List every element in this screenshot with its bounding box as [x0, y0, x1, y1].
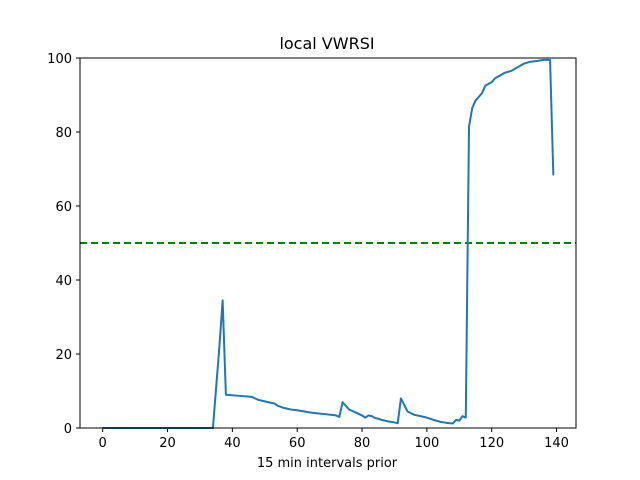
axis-ticks: 0 20 40 60 80 100 120 140 0 20 40 60 80 100: [47, 52, 569, 451]
y-tick-label: 20: [55, 348, 72, 363]
y-tick-label: 0: [64, 422, 72, 437]
x-tick-label: 60: [289, 436, 306, 451]
series-line: [101, 58, 555, 429]
x-tick-label: 120: [479, 436, 504, 451]
chart-title: local VWRSI: [279, 34, 374, 53]
y-tick-label: 60: [55, 200, 72, 215]
x-tick-label: 80: [354, 436, 371, 451]
y-tick-label: 100: [47, 52, 72, 67]
x-tick-label: 140: [544, 436, 569, 451]
x-tick-label: 20: [159, 436, 176, 451]
y-tick-label: 40: [55, 274, 72, 289]
plot-content: [80, 58, 576, 429]
x-tick-label: 100: [414, 436, 439, 451]
y-tick-label: 80: [55, 126, 72, 141]
axes-frame: [79, 57, 577, 429]
x-tick-label: 0: [99, 436, 107, 451]
x-tick-label: 40: [224, 436, 241, 451]
x-axis-label: 15 min intervals prior: [257, 456, 398, 471]
